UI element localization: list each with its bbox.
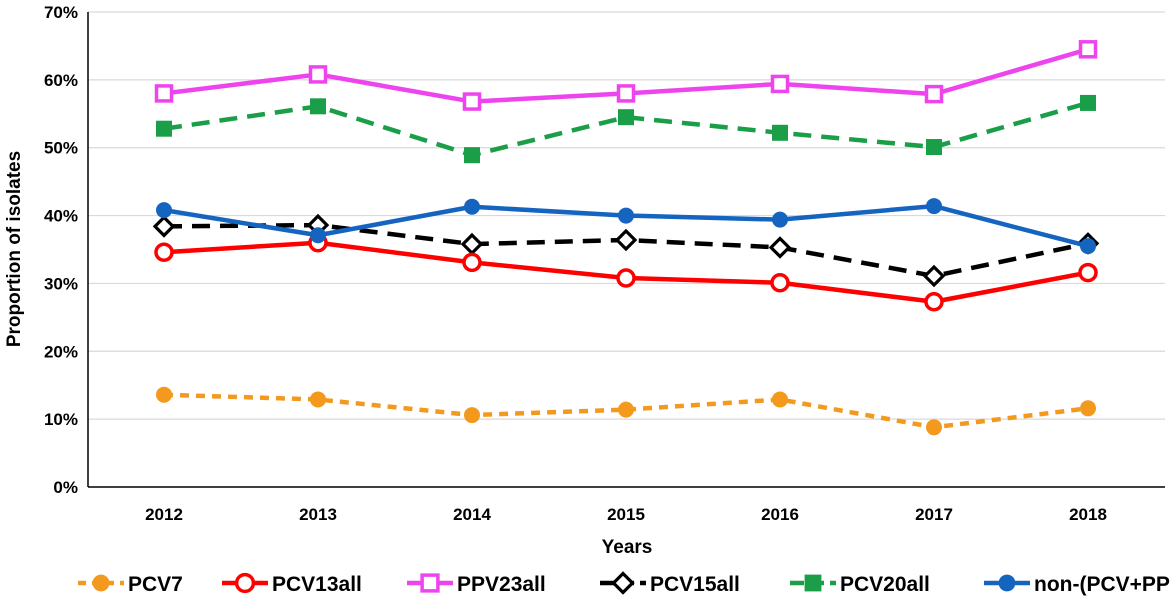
- data-point: [616, 268, 636, 288]
- x-axis-title: Years: [602, 537, 653, 558]
- x-tick-label: 2016: [761, 505, 799, 524]
- data-point: [772, 391, 788, 408]
- series-pcv15all: [152, 213, 1100, 288]
- data-point: [1078, 40, 1098, 59]
- data-point: [618, 109, 634, 126]
- legend-label: PPV23all: [457, 573, 546, 596]
- legend-item-pcv15all: PCV15all: [600, 571, 740, 596]
- legend-marker: [234, 572, 256, 594]
- data-point: [770, 273, 790, 293]
- axes: [87, 12, 1165, 488]
- series-ppv23all: [154, 40, 1098, 111]
- data-point: [460, 232, 484, 256]
- legend-label: PCV13all: [272, 573, 362, 596]
- legend-item-non-pcv-ppv: non-(PCV+PPV): [984, 573, 1170, 596]
- data-point: [310, 98, 326, 115]
- legend: PCV7 PCV13all PPV23all PCV15all PCV20all non-…: [78, 571, 1170, 596]
- data-point: [922, 264, 946, 288]
- data-point: [768, 236, 792, 259]
- data-point: [156, 120, 172, 137]
- legend-item-pcv7: PCV7: [78, 573, 183, 596]
- data-point: [772, 211, 788, 228]
- x-tick-label: 2012: [145, 505, 183, 524]
- data-point: [926, 198, 942, 215]
- y-tick-label: 40%: [44, 207, 78, 226]
- legend-marker: [611, 571, 635, 595]
- data-point: [614, 228, 638, 252]
- x-tick-label: 2018: [1069, 505, 1107, 524]
- data-series: [152, 40, 1100, 436]
- y-tick-label: 70%: [44, 3, 78, 22]
- y-tick-label: 10%: [44, 410, 78, 429]
- data-point: [770, 74, 790, 94]
- data-point: [772, 124, 788, 141]
- y-tick-label: 60%: [44, 71, 78, 90]
- series-pcv20all: [156, 94, 1096, 164]
- data-point: [464, 147, 480, 164]
- legend-label: PCV20all: [840, 573, 930, 596]
- data-point: [1080, 238, 1096, 255]
- y-tick-label: 20%: [44, 342, 78, 361]
- legend-marker: [92, 574, 110, 592]
- y-axis-ticks: 0% 10% 20% 30% 40% 50% 60% 70%: [44, 3, 78, 497]
- legend-label: PCV7: [128, 573, 183, 596]
- legend-label: non-(PCV+PPV): [1034, 573, 1170, 596]
- data-point: [156, 202, 172, 219]
- data-point: [926, 419, 942, 436]
- legend-marker: [998, 574, 1016, 592]
- legend-item-pcv20all: PCV20all: [790, 573, 930, 596]
- y-tick-label: 50%: [44, 139, 78, 158]
- data-point: [924, 292, 944, 312]
- x-tick-label: 2014: [453, 505, 491, 524]
- y-tick-label: 30%: [44, 274, 78, 293]
- data-point: [1080, 400, 1096, 417]
- data-point: [462, 252, 482, 273]
- legend-item-pcv13all: PCV13all: [222, 572, 362, 596]
- x-tick-label: 2013: [299, 505, 337, 524]
- data-point: [308, 65, 328, 84]
- data-point: [154, 84, 174, 103]
- data-point: [616, 84, 636, 103]
- data-point: [310, 227, 326, 244]
- data-point: [462, 92, 482, 111]
- x-tick-label: 2017: [915, 505, 953, 524]
- series-non-pcv-ppv: [156, 198, 1096, 255]
- series-pcv7: [156, 386, 1096, 436]
- data-point: [464, 198, 480, 215]
- legend-label: PCV15all: [650, 573, 740, 596]
- legend-item-ppv23all: PPV23all: [407, 573, 546, 596]
- y-tick-label: 0%: [53, 478, 78, 497]
- x-axis-ticks: 2012 2013 2014 2015 2016 2017 2018: [145, 505, 1107, 524]
- data-point: [1080, 94, 1096, 111]
- data-point: [924, 84, 944, 104]
- data-point: [152, 215, 176, 238]
- data-point: [154, 242, 174, 262]
- data-point: [1078, 262, 1098, 283]
- data-point: [464, 407, 480, 424]
- x-tick-label: 2015: [607, 505, 645, 524]
- data-point: [926, 139, 942, 156]
- data-point: [156, 386, 172, 403]
- data-point: [618, 401, 634, 418]
- data-point: [310, 391, 326, 408]
- data-point: [618, 207, 634, 224]
- legend-marker: [420, 573, 440, 593]
- legend-marker: [804, 574, 822, 592]
- y-axis-title: Proportion of isolates: [4, 151, 25, 347]
